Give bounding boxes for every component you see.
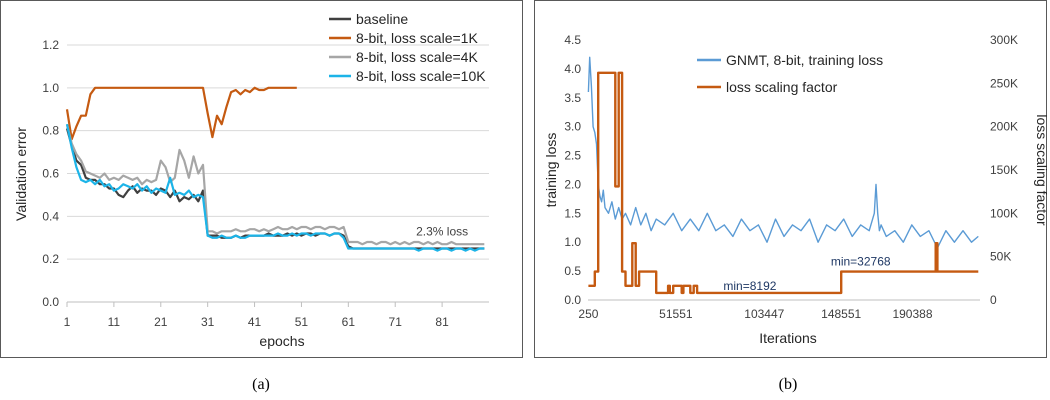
b-ytick-1-5: 1.5 — [564, 206, 581, 220]
b-y2tick-200k: 200K — [990, 120, 1018, 134]
caption-a: (a) — [252, 376, 270, 393]
b-ytick-1-0: 1.0 — [564, 235, 581, 249]
panel-b-annotation-min32768: min=32768 — [831, 254, 891, 268]
b-y2tick-250k: 250K — [990, 76, 1018, 90]
a-legend-label-baseline: baseline — [356, 11, 408, 27]
b-xtick-51551: 51551 — [659, 307, 693, 321]
a-ytick-0-6: 0.6 — [42, 167, 59, 181]
b-ytick-4-5: 4.5 — [564, 33, 581, 47]
a-xtick-61: 61 — [342, 315, 356, 329]
panel-b-annotation-min8192: min=8192 — [723, 279, 776, 293]
a-xtick-1: 1 — [64, 315, 71, 329]
b-y2tick-300k: 300K — [990, 33, 1018, 47]
a-legend-label-8-bit-loss-scale-1k: 8-bit, loss scale=1K — [356, 30, 478, 46]
a-ytick-1-2: 1.2 — [42, 38, 59, 52]
b-legend-label-gnmt-8-bit-training-loss: GNMT, 8-bit, training loss — [726, 52, 883, 68]
a-xtick-81: 81 — [435, 315, 449, 329]
b-ytick-4-0: 4.0 — [564, 62, 581, 76]
a-ytick-1-0: 1.0 — [42, 81, 59, 95]
a-xtick-41: 41 — [248, 315, 262, 329]
b-y2tick-100k: 100K — [990, 206, 1018, 220]
a-xtick-11: 11 — [108, 315, 121, 329]
a-xtick-51: 51 — [295, 315, 309, 329]
b-legend-label-loss-scaling-factor: loss scaling factor — [726, 79, 838, 95]
b-xtick-190388: 190388 — [892, 307, 932, 321]
a-ytick-0-4: 0.4 — [42, 209, 59, 223]
panel-b-ylabel: training loss — [543, 133, 559, 208]
a-legend-label-8-bit-loss-scale-10k: 8-bit, loss scale=10K — [356, 68, 486, 84]
b-y2tick-0: 0 — [990, 293, 997, 307]
caption-b: (b) — [779, 376, 798, 393]
a-ytick-0-0: 0.0 — [42, 295, 59, 309]
a-xtick-31: 31 — [201, 315, 215, 329]
a-ytick-0-8: 0.8 — [42, 124, 59, 138]
a-xtick-21: 21 — [154, 315, 168, 329]
a-ytick-0-2: 0.2 — [42, 252, 59, 266]
b-ytick-2-5: 2.5 — [564, 149, 581, 163]
b-ytick-3-5: 3.5 — [564, 91, 581, 105]
b-xtick-250: 250 — [578, 307, 598, 321]
b-ytick-0-5: 0.5 — [564, 264, 581, 278]
panel-b-y2label: loss scaling factor — [1034, 114, 1050, 226]
b-ytick-3-0: 3.0 — [564, 120, 581, 134]
b-ytick-0-0: 0.0 — [564, 293, 581, 307]
b-y2tick-50k: 50K — [990, 250, 1011, 264]
a-xtick-71: 71 — [389, 315, 403, 329]
a-legend-label-8-bit-loss-scale-4k: 8-bit, loss scale=4K — [356, 49, 478, 65]
panel-a-annotation: 2.3% loss — [416, 225, 468, 239]
panel-b-xlabel: Iterations — [759, 330, 817, 346]
panel-a-ylabel: Validation error — [13, 127, 29, 221]
b-y2tick-150k: 150K — [990, 163, 1018, 177]
panel-a-xlabel: epochs — [259, 333, 304, 349]
b-xtick-148551: 148551 — [821, 307, 861, 321]
b-ytick-2-0: 2.0 — [564, 177, 581, 191]
b-xtick-103447: 103447 — [744, 307, 784, 321]
